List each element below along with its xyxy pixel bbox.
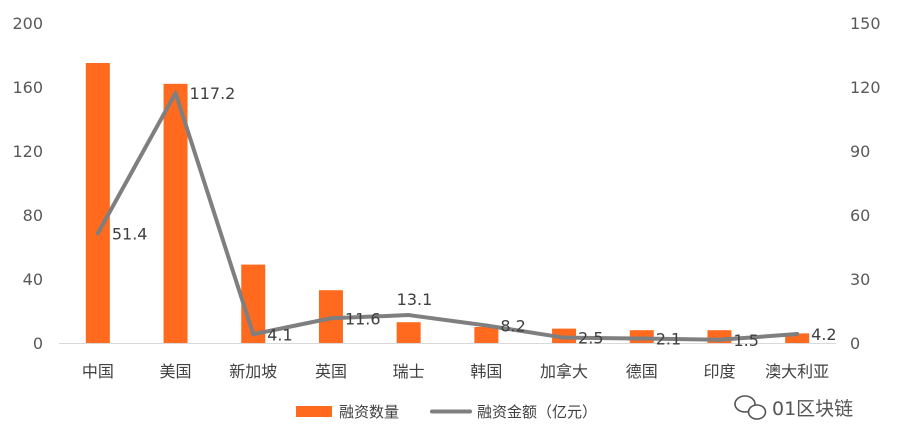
line-data-label: 8.2 (500, 317, 525, 336)
y-left-tick-label: 120 (12, 142, 43, 161)
line-point (251, 332, 256, 337)
bar (163, 83, 188, 344)
line-data-label: 13.1 (397, 290, 433, 309)
line-point (328, 316, 333, 321)
line-point (562, 335, 567, 340)
y-right-tick-label: 0 (850, 334, 860, 353)
bar (474, 327, 499, 343)
line-series-path (95, 90, 800, 342)
y-right-tick-label: 120 (850, 78, 881, 97)
x-tick-label: 德国 (626, 362, 658, 381)
y-right-tick-label: 60 (850, 206, 870, 225)
bar (85, 63, 110, 343)
wechat-icon (734, 395, 767, 420)
y-right-tick-label: 150 (850, 14, 881, 33)
legend-label-bar: 融资数量 (339, 403, 399, 421)
line-point (406, 313, 411, 318)
line-data-label: 4.1 (267, 325, 292, 344)
line-point (639, 336, 644, 341)
x-tick-label: 英国 (315, 362, 347, 381)
line-data-label: 2.1 (656, 330, 681, 349)
line-data-label: 117.2 (190, 84, 236, 103)
x-tick-label: 美国 (160, 362, 192, 381)
x-tick-label: 新加坡 (229, 362, 277, 381)
x-tick-label: 澳大利亚 (765, 362, 829, 381)
line-data-label: 4.2 (811, 325, 836, 344)
x-tick-label: 中国 (82, 362, 114, 381)
y-right-tick-label: 90 (850, 142, 870, 161)
y-left-tick-label: 0 (33, 334, 43, 353)
x-tick-label: 瑞士 (393, 362, 425, 381)
y-left-tick-label: 200 (12, 14, 43, 33)
y-left-tick-label: 80 (23, 206, 43, 225)
x-tick-label: 韩国 (470, 362, 502, 381)
legend-swatch-bar (296, 406, 332, 417)
line-point (717, 337, 722, 342)
bar (396, 322, 421, 343)
x-tick-label: 加拿大 (540, 362, 588, 381)
watermark-text: 01区块链 (772, 398, 853, 420)
y-left-tick-label: 160 (12, 78, 43, 97)
line-point (173, 90, 178, 95)
legend-label-line: 融资金额（亿元） (477, 403, 597, 421)
line-data-label: 2.5 (578, 329, 603, 348)
line-point (484, 323, 489, 328)
x-tick-label: 印度 (703, 362, 735, 381)
line-point (795, 332, 800, 337)
y-left-tick-label: 40 (23, 270, 43, 289)
line-data-label: 1.5 (733, 331, 758, 350)
line-data-label: 11.6 (345, 309, 381, 328)
bar (785, 333, 810, 343)
line-data-label: 51.4 (112, 224, 148, 243)
y-right-tick-label: 30 (850, 270, 870, 289)
line-point (95, 231, 100, 236)
